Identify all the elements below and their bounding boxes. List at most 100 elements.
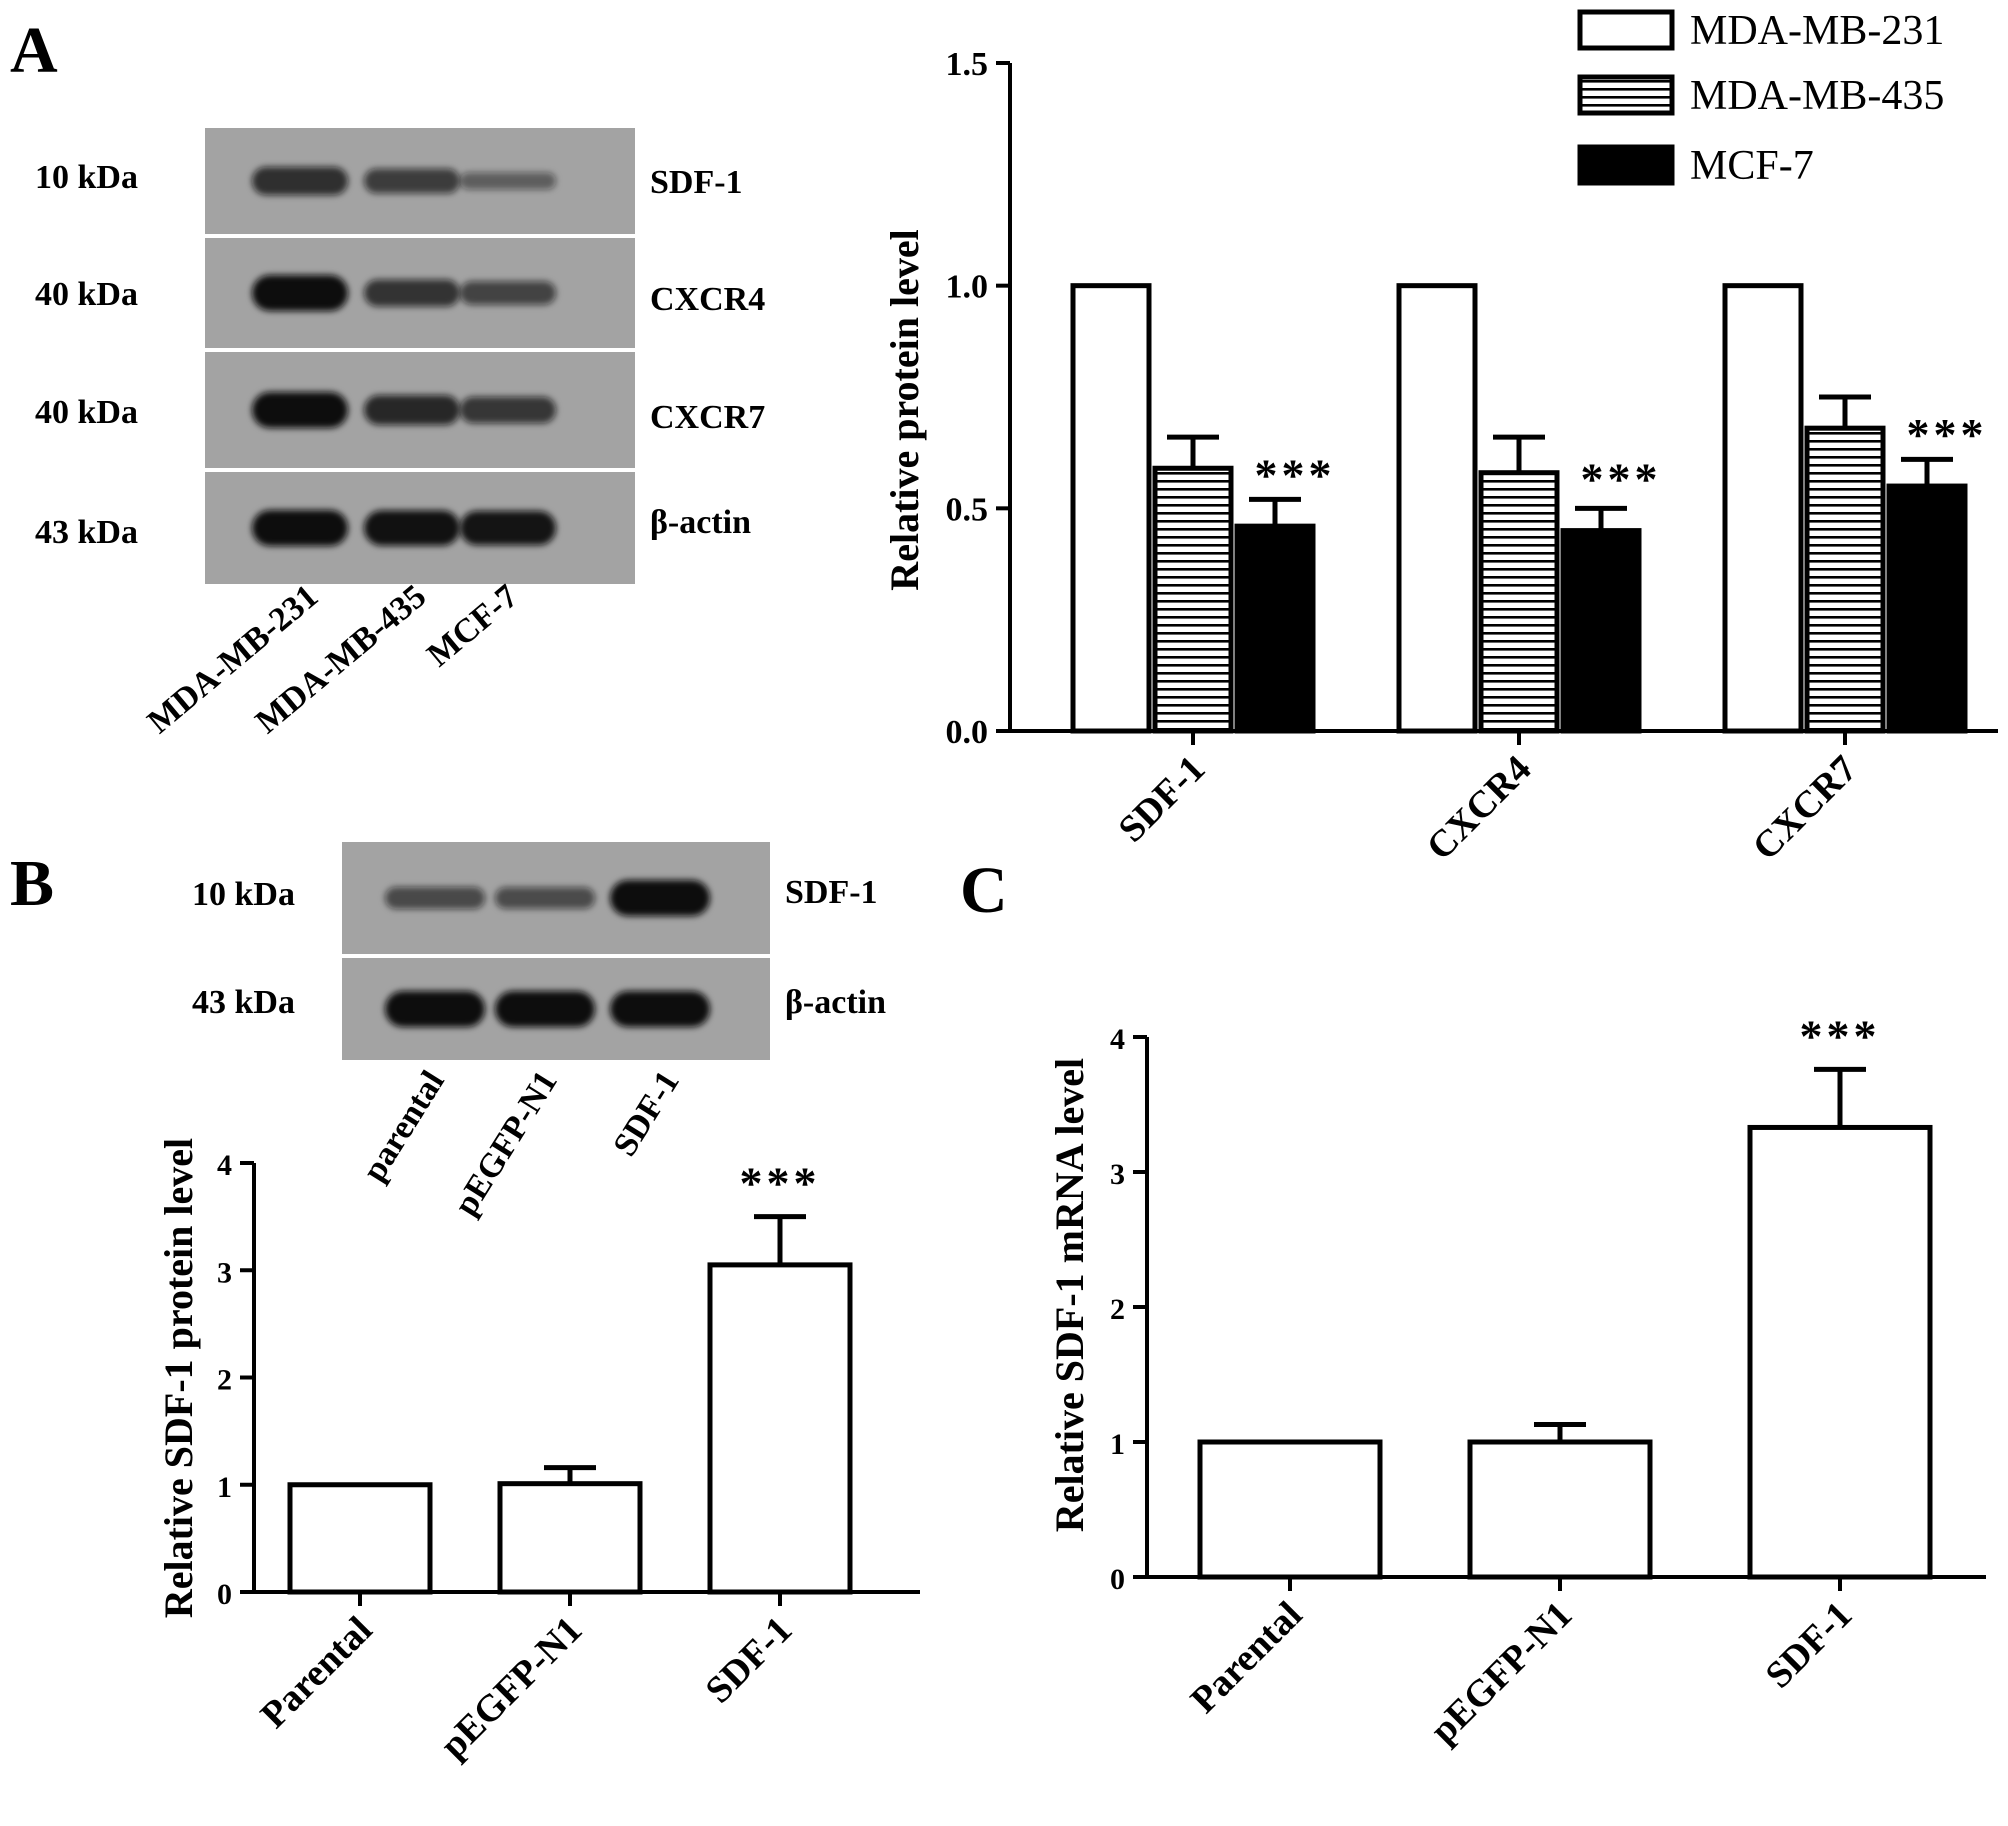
blot-a-band <box>364 395 460 425</box>
chart-a-x-tick-label: CXCR4 <box>1419 748 1540 869</box>
blot-b-band <box>495 887 595 909</box>
blot-b-protein-label: SDF-1 <box>785 874 878 911</box>
blot-a-protein-labels: SDF-1 CXCR4 CXCR7 β-actin <box>650 164 765 541</box>
chart-a-bar <box>1234 523 1316 734</box>
chart-c-bar <box>1467 1439 1653 1580</box>
chart-a-y-tick-label: 0.0 <box>946 714 989 751</box>
blot-a-protein-label: CXCR7 <box>650 399 765 436</box>
legend-label: MCF-7 <box>1690 143 1814 189</box>
chart-c-y-tick-label: 2 <box>1110 1293 1125 1326</box>
bar-chart-c: Relative SDF-1 mRNA level 0 1 2 3 4 Parental p… <box>1047 1010 1986 1752</box>
chart-b-y-tick-label: 4 <box>217 1149 232 1182</box>
chart-c-bar <box>1197 1439 1383 1580</box>
chart-a-marks: 0.0 0.5 1.0 1.5 *** SDF-1 *** CXCR4 *** CXCR7 <box>946 46 1998 869</box>
blot-a-marker-labels: 10 kDa 40 kDa 40 kDa 43 kDa <box>35 159 138 551</box>
chart-a-x-tick-label: SDF-1 <box>1111 748 1214 851</box>
bar-chart-a: Relative protein level 0.0 0.5 1.0 1.5 *** SD… <box>882 8 1998 868</box>
chart-a-significance-label: *** <box>1255 449 1336 500</box>
blot-a-protein-label: β-actin <box>650 504 751 541</box>
chart-b-bar <box>287 1482 433 1595</box>
legend-swatch <box>1577 74 1675 116</box>
blot-b-band <box>610 991 710 1027</box>
chart-a-y-axis-label: Relative protein level <box>882 229 927 590</box>
blot-b-band <box>495 991 595 1027</box>
chart-a-significance-label: *** <box>1581 454 1662 505</box>
chart-a-bar <box>1152 465 1234 734</box>
blot-a-strips <box>205 128 635 584</box>
blot-b-marker-label: 10 kDa <box>192 876 295 913</box>
blot-b-strips <box>342 842 770 1060</box>
blot-a-band <box>460 172 556 190</box>
blot-a-band <box>252 166 348 196</box>
blot-b-band <box>385 991 485 1027</box>
legend-label: MDA-MB-435 <box>1690 73 1944 119</box>
chart-b-marks: 0 1 2 3 4 Parental pEGFP-N1 *** SDF-1 <box>217 1149 920 1767</box>
blot-a-marker-label: 10 kDa <box>35 159 138 196</box>
chart-c-y-tick-label: 0 <box>1110 1563 1125 1596</box>
blot-a-band <box>252 392 348 428</box>
chart-b-y-axis-label: Relative SDF-1 protein level <box>156 1138 201 1618</box>
blot-a-protein-label: CXCR4 <box>650 281 765 318</box>
blot-a-marker-label: 43 kDa <box>35 514 138 551</box>
chart-b-x-tick-label: pEGFP-N1 <box>432 1609 590 1767</box>
blot-a-band <box>364 279 460 307</box>
chart-a-x-tick-label: CXCR7 <box>1745 748 1866 869</box>
blot-a-band <box>364 168 460 194</box>
blot-b-lane-label: parental <box>356 1065 452 1188</box>
blot-a-marker-label: 40 kDa <box>35 276 138 313</box>
chart-b-y-tick-label: 2 <box>217 1364 232 1397</box>
blot-a-band <box>252 275 348 311</box>
chart-c-significance-label: *** <box>1800 1010 1881 1061</box>
chart-a-bar <box>1070 283 1152 734</box>
chart-b-bar <box>707 1262 853 1595</box>
chart-c-x-tick-label: SDF-1 <box>1758 1594 1861 1697</box>
chart-a-bar <box>1722 283 1804 734</box>
blot-a-lane-labels: MDA-MB-231 MDA-MB-435 MCF-7 <box>141 578 525 741</box>
chart-c-bar <box>1747 1124 1933 1580</box>
chart-a-bar <box>1396 283 1478 734</box>
chart-b-x-tick-label: Parental <box>253 1609 381 1737</box>
panel-label-b: B <box>10 847 54 920</box>
legend-label: MDA-MB-231 <box>1690 8 1944 54</box>
chart-c-y-axis-label: Relative SDF-1 mRNA level <box>1047 1058 1092 1532</box>
blot-b-lane-label: pEGFP-N1 <box>447 1065 564 1222</box>
chart-a-significance-label: *** <box>1907 409 1988 460</box>
blot-a-band <box>252 510 348 546</box>
chart-a-bar <box>1886 483 1968 734</box>
blot-b-marker-label: 43 kDa <box>192 984 295 1021</box>
blot-a-band <box>460 510 556 546</box>
blot-b-lane-label: SDF-1 <box>606 1065 686 1163</box>
chart-c-x-tick-label: Parental <box>1183 1594 1311 1722</box>
chart-c-y-tick-label: 4 <box>1110 1023 1125 1056</box>
chart-b-y-tick-label: 3 <box>217 1256 232 1289</box>
western-blot-b: 10 kDa 43 kDa SDF-1 β-actin parental pEG… <box>192 842 886 1222</box>
chart-a-y-tick-label: 1.5 <box>946 46 989 83</box>
chart-c-marks: 0 1 2 3 4 Parental pEGFP-N1 *** SDF-1 <box>1110 1010 1986 1752</box>
blot-b-band <box>610 880 710 916</box>
chart-b-x-tick-label: SDF-1 <box>698 1609 801 1712</box>
panel-label-c: C <box>960 854 1008 927</box>
legend-swatch <box>1577 9 1675 51</box>
chart-b-y-tick-label: 0 <box>217 1578 232 1611</box>
chart-b-significance-label: *** <box>740 1158 821 1209</box>
bar-chart-b: Relative SDF-1 protein level 0 1 2 3 4 Parent… <box>156 1138 920 1767</box>
chart-a-y-tick-label: 0.5 <box>946 491 989 528</box>
blot-a-band <box>364 510 460 546</box>
western-blot-a: 10 kDa 40 kDa 40 kDa 43 kDa SDF-1 CXCR4 … <box>35 128 765 741</box>
legend-swatch <box>1577 144 1675 186</box>
blot-a-band <box>460 396 556 424</box>
chart-a-bar <box>1560 528 1642 734</box>
chart-c-y-tick-label: 1 <box>1110 1428 1125 1461</box>
blot-a-marker-label: 40 kDa <box>35 394 138 431</box>
chart-a-bar <box>1804 425 1886 734</box>
chart-b-y-tick-label: 1 <box>217 1471 232 1504</box>
blot-a-band <box>460 281 556 305</box>
chart-c-x-tick-label: pEGFP-N1 <box>1422 1594 1580 1752</box>
chart-a-y-tick-label: 1.0 <box>946 269 989 306</box>
chart-a-bar <box>1478 470 1560 734</box>
blot-b-band <box>385 887 485 909</box>
blot-a-protein-label: SDF-1 <box>650 164 743 201</box>
panel-label-a: A <box>10 14 58 87</box>
blot-a-lane-label: MCF-7 <box>420 578 525 674</box>
